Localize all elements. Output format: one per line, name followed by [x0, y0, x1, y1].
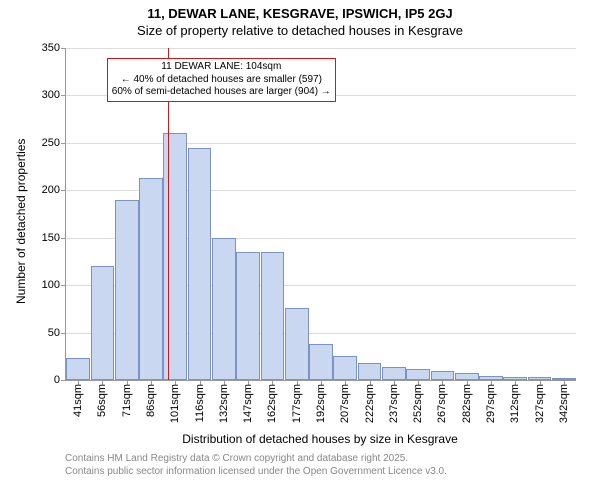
chart-container: 11, DEWAR LANE, KESGRAVE, IPSWICH, IP5 2…	[0, 0, 600, 500]
x-tick-label: 132sqm	[218, 380, 230, 423]
y-tick-label: 100	[42, 279, 66, 291]
x-tick-label: 71sqm	[121, 380, 133, 417]
x-tick-label: 267sqm	[436, 380, 448, 423]
chart-title-1: 11, DEWAR LANE, KESGRAVE, IPSWICH, IP5 2…	[0, 0, 600, 21]
x-tick-label: 56sqm	[96, 380, 108, 417]
bar	[382, 367, 406, 380]
y-tick-label: 0	[54, 374, 66, 386]
bar	[188, 148, 212, 380]
bar	[115, 200, 139, 380]
y-axis-label: Number of detached properties	[14, 139, 28, 304]
footer-line-2: Contains public sector information licen…	[65, 465, 447, 478]
x-tick-label: 237sqm	[388, 380, 400, 423]
chart-title-2: Size of property relative to detached ho…	[0, 21, 600, 38]
bar	[309, 344, 333, 380]
x-tick-label: 327sqm	[534, 380, 546, 423]
annotation-line-2: ← 40% of detached houses are smaller (59…	[112, 74, 331, 87]
x-tick-label: 312sqm	[509, 380, 521, 423]
bar	[139, 178, 163, 380]
footer-attribution: Contains HM Land Registry data © Crown c…	[65, 452, 447, 478]
bar	[333, 356, 357, 380]
bar	[455, 373, 479, 380]
x-axis-label: Distribution of detached houses by size …	[65, 432, 575, 446]
x-tick-label: 101sqm	[169, 380, 181, 423]
y-tick-label: 200	[42, 184, 66, 196]
x-tick-label: 297sqm	[485, 380, 497, 423]
x-tick-label: 192sqm	[315, 380, 327, 423]
grid-line	[66, 48, 576, 49]
x-tick-label: 207sqm	[339, 380, 351, 423]
bar	[66, 358, 90, 380]
x-tick-label: 116sqm	[194, 380, 206, 422]
bar	[236, 252, 260, 380]
y-tick-label: 350	[42, 42, 66, 54]
y-tick-label: 50	[48, 327, 66, 339]
annotation-box: 11 DEWAR LANE: 104sqm← 40% of detached h…	[107, 58, 336, 102]
x-tick-label: 86sqm	[145, 380, 157, 417]
y-tick-label: 300	[42, 89, 66, 101]
bar	[91, 266, 115, 380]
bar	[212, 238, 236, 380]
plot-area: 05010015020025030035041sqm56sqm71sqm86sq…	[65, 48, 576, 381]
y-tick-label: 150	[42, 232, 66, 244]
x-tick-label: 222sqm	[364, 380, 376, 423]
grid-line	[66, 143, 576, 144]
y-tick-label: 250	[42, 137, 66, 149]
bar	[406, 369, 430, 380]
x-tick-label: 162sqm	[266, 380, 278, 423]
x-tick-label: 177sqm	[291, 380, 303, 423]
x-tick-label: 41sqm	[72, 380, 84, 417]
x-tick-label: 252sqm	[412, 380, 424, 423]
bar	[431, 371, 455, 380]
bar	[358, 363, 382, 380]
x-tick-label: 282sqm	[461, 380, 473, 423]
bar	[163, 133, 187, 380]
annotation-line-1: 11 DEWAR LANE: 104sqm	[112, 61, 331, 74]
bar	[261, 252, 285, 380]
x-tick-label: 147sqm	[242, 380, 254, 423]
annotation-line-3: 60% of semi-detached houses are larger (…	[112, 86, 331, 99]
x-tick-label: 342sqm	[558, 380, 570, 423]
bar	[285, 308, 309, 380]
footer-line-1: Contains HM Land Registry data © Crown c…	[65, 452, 447, 465]
